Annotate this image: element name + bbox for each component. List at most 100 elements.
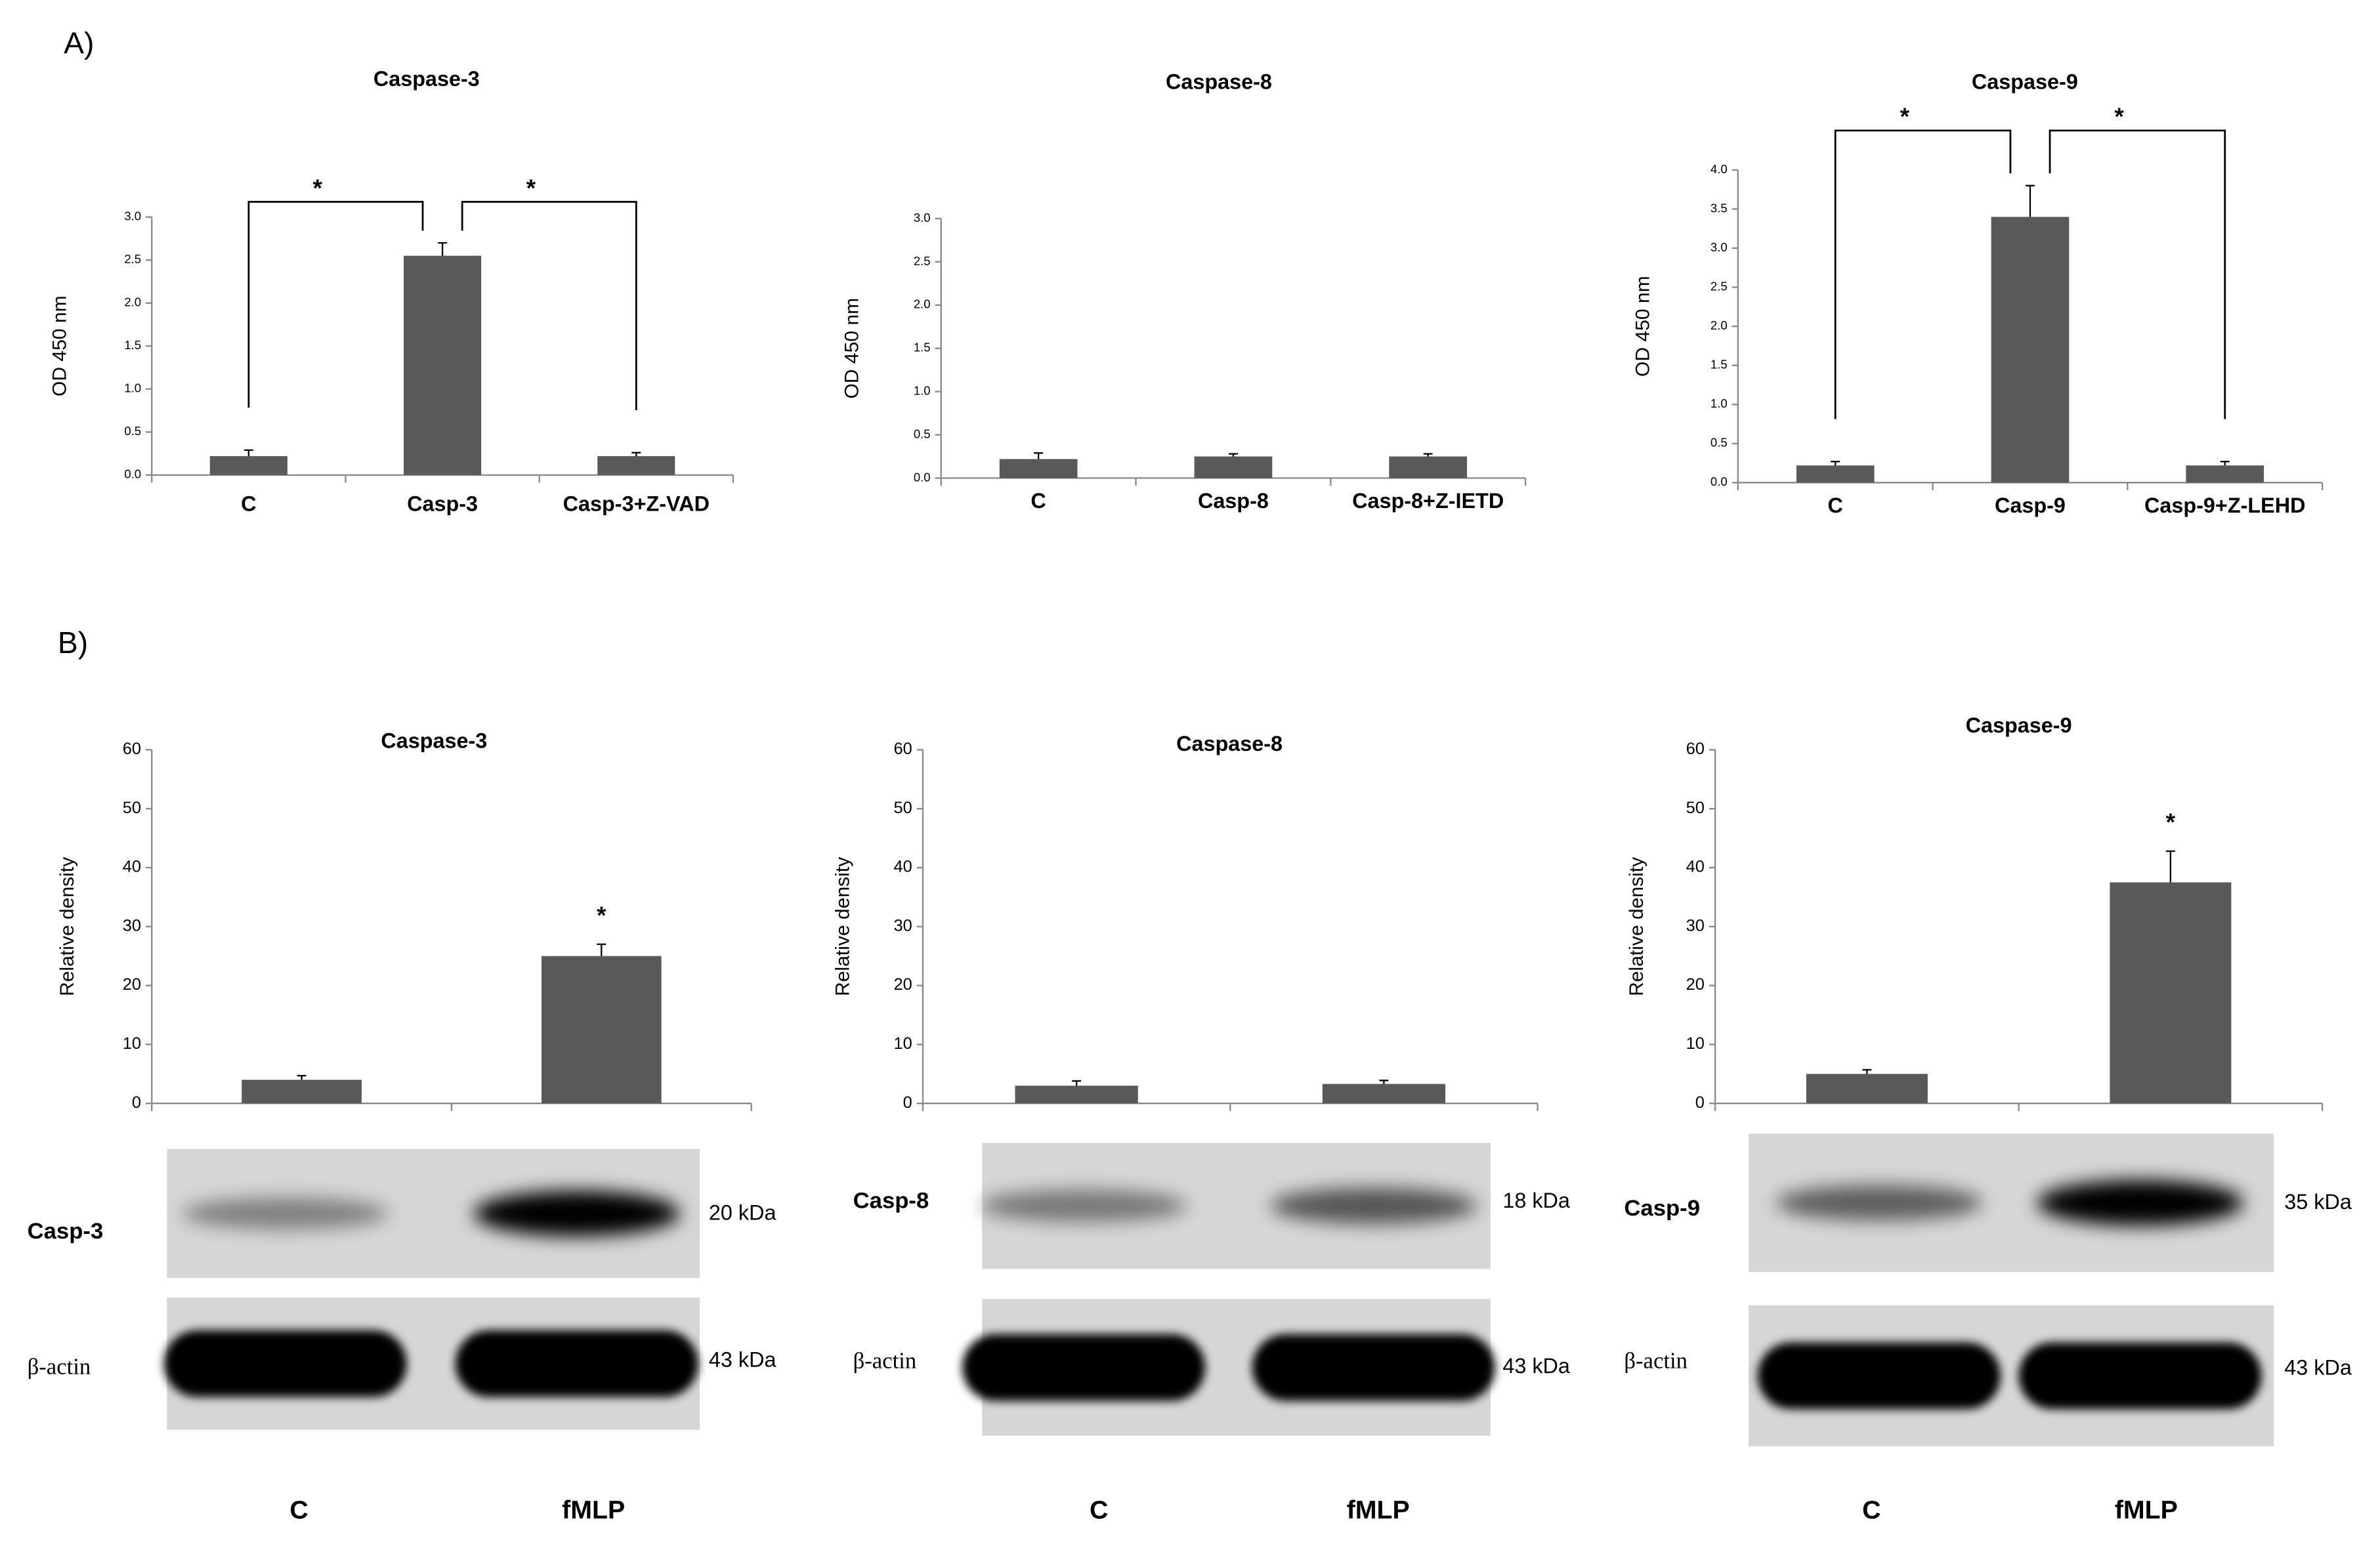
y-tick-label: 1.5 xyxy=(914,341,931,354)
band-size: 43 kDa xyxy=(2284,1355,2352,1379)
band-size: 20 kDa xyxy=(709,1200,776,1224)
y-tick-label: 50 xyxy=(1686,799,1705,817)
y-tick-label: 3.0 xyxy=(914,211,931,224)
error-bar xyxy=(2220,461,2230,466)
y-tick-label: 40 xyxy=(123,858,141,876)
bar xyxy=(1796,465,1875,483)
y-tick-label: 0.0 xyxy=(124,467,141,481)
error-bar xyxy=(631,452,641,456)
y-tick-label: 0.5 xyxy=(914,427,931,440)
bar xyxy=(1389,456,1468,478)
y-tick-label: 3.5 xyxy=(1711,201,1728,215)
y-tick-label: 0.5 xyxy=(124,424,141,438)
error-bar xyxy=(1862,1069,1872,1074)
blot-band xyxy=(962,1334,1206,1401)
blot-band xyxy=(473,1191,680,1237)
band-label: β-actin xyxy=(853,1347,917,1373)
error-bar xyxy=(1072,1080,1082,1086)
y-axis-label: OD 450 nm xyxy=(49,295,70,396)
y-tick-label: 10 xyxy=(1686,1034,1705,1053)
significance-mark: * xyxy=(597,902,606,929)
band-size: 43 kDa xyxy=(709,1348,776,1372)
y-tick-label: 10 xyxy=(894,1034,912,1053)
bar xyxy=(999,459,1078,478)
chart-title: Caspase-8 xyxy=(1176,732,1283,755)
significance-mark: * xyxy=(312,175,322,202)
band-label: β-actin xyxy=(28,1354,91,1380)
significance-mark: * xyxy=(526,175,536,202)
y-tick-label: 60 xyxy=(894,740,912,758)
band-size: 18 kDa xyxy=(1502,1189,1570,1212)
blot-band xyxy=(1270,1187,1477,1224)
y-tick-label: 20 xyxy=(1686,975,1705,994)
band-label: Casp-8 xyxy=(853,1189,929,1214)
x-tick-label: fMLP xyxy=(1347,1496,1410,1525)
y-tick-label: 30 xyxy=(1686,916,1705,935)
y-tick-label: 0 xyxy=(132,1093,141,1112)
chart-title: Caspase-8 xyxy=(1166,70,1272,94)
blot-band xyxy=(163,1330,407,1397)
error-bar xyxy=(438,242,448,256)
bar xyxy=(541,956,662,1104)
y-tick-label: 2.0 xyxy=(1711,318,1728,332)
error-bar xyxy=(1379,1079,1389,1084)
y-tick-label: 0 xyxy=(903,1093,912,1112)
band-label: β-actin xyxy=(1624,1347,1688,1373)
blot-band xyxy=(2037,1179,2243,1226)
significance-bracket xyxy=(1834,129,2012,419)
y-axis-label: OD 450 nm xyxy=(1632,276,1653,377)
x-tick-label: C xyxy=(241,492,256,516)
chart-title: Caspase-3 xyxy=(381,729,487,752)
x-tick-label: C xyxy=(1031,489,1046,513)
y-axis-label: Relative density xyxy=(56,857,78,996)
band-label: Casp-3 xyxy=(28,1219,104,1244)
blot-band xyxy=(1757,1342,2001,1410)
error-bar xyxy=(2026,184,2035,217)
bar xyxy=(1015,1086,1138,1104)
y-tick-label: 3.0 xyxy=(124,209,141,223)
chart-title: Caspase-3 xyxy=(373,67,480,91)
y-tick-label: 10 xyxy=(123,1034,141,1053)
significance-mark: * xyxy=(1900,103,1910,130)
significance-mark: * xyxy=(2114,103,2124,130)
y-tick-label: 1.5 xyxy=(124,338,141,352)
x-tick-label: Casp-8+Z-IETD xyxy=(1352,489,1504,513)
bar xyxy=(209,456,287,475)
bar xyxy=(404,255,482,475)
x-tick-label: Casp-9+Z-LEHD xyxy=(2144,494,2305,517)
blot-band xyxy=(2018,1342,2262,1410)
y-tick-label: 1.0 xyxy=(124,381,141,395)
error-bar xyxy=(1423,453,1433,457)
y-axis-label: Relative density xyxy=(1626,857,1647,996)
blot-band xyxy=(1252,1334,1495,1401)
y-tick-label: 50 xyxy=(123,799,141,817)
bar xyxy=(2110,882,2232,1104)
bar xyxy=(1991,217,2070,483)
y-axis-label: OD 450 nm xyxy=(841,298,863,399)
y-tick-label: 1.5 xyxy=(1711,358,1728,371)
error-bar xyxy=(244,449,253,456)
bar xyxy=(242,1080,362,1104)
bar xyxy=(1194,456,1273,478)
y-tick-label: 0 xyxy=(1695,1093,1705,1112)
y-tick-label: 60 xyxy=(1686,740,1705,758)
y-tick-label: 2.5 xyxy=(1711,280,1728,293)
x-tick-label: Casp-3 xyxy=(407,492,478,516)
significance-bracket xyxy=(461,201,637,410)
chart-title: Caspase-9 xyxy=(1966,713,2072,737)
error-bar xyxy=(2165,850,2175,883)
blot-band xyxy=(980,1189,1187,1223)
x-tick-label: C xyxy=(289,1496,308,1525)
bar xyxy=(1322,1084,1446,1104)
x-tick-label: Casp-9 xyxy=(1995,494,2066,517)
y-tick-label: 20 xyxy=(894,975,912,994)
error-bar xyxy=(1034,452,1044,459)
y-tick-label: 40 xyxy=(1686,858,1705,876)
bar xyxy=(597,456,675,475)
x-tick-label: Casp-3+Z-VAD xyxy=(563,492,710,516)
bar xyxy=(2186,465,2264,483)
y-tick-label: 0.5 xyxy=(1711,436,1728,450)
error-bar xyxy=(1831,461,1840,466)
